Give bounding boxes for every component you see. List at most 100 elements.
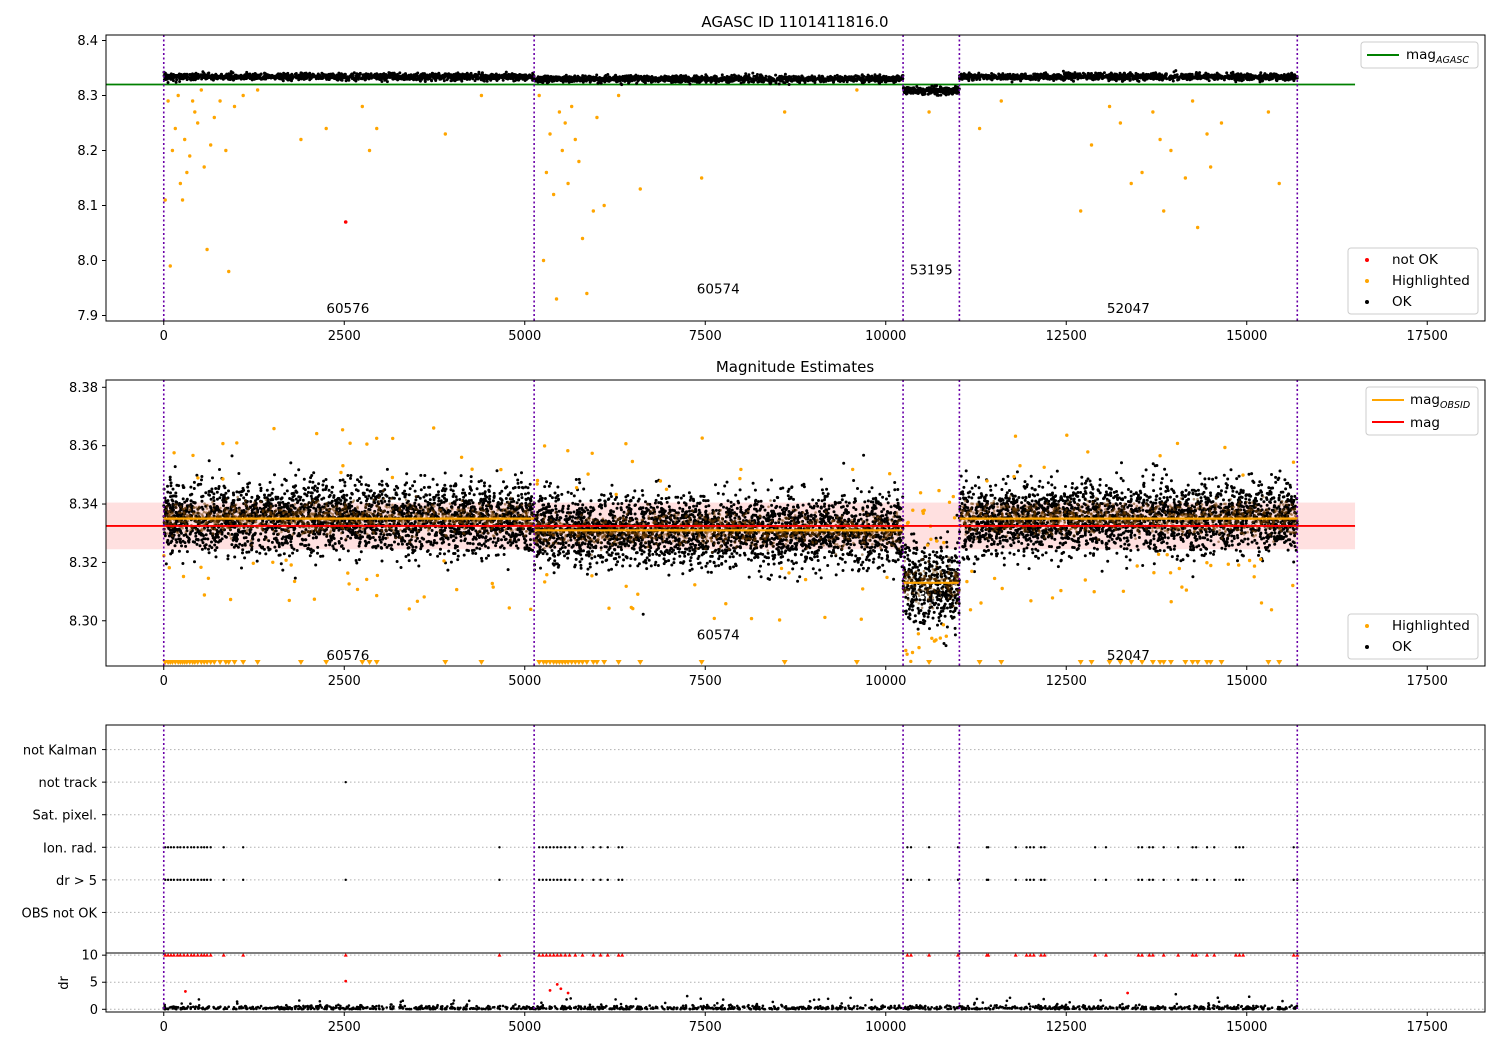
ok-point [442,79,446,83]
x-tick-label: 2500 [328,329,361,344]
ok-point [936,88,940,91]
ok-point [216,74,220,78]
ok-point [1294,76,1297,80]
ok-point [782,77,786,81]
ok-point [774,73,778,77]
ok-point [853,77,856,81]
ok-point [296,75,300,79]
ok-point [563,75,566,79]
ok-point [1258,77,1262,81]
ok-point [859,78,862,82]
ok-point [709,79,713,83]
ok-point [359,550,363,554]
highlighted-points [163,88,1281,301]
ok-point [546,77,550,81]
highlighted-point [193,110,197,114]
not-ok-point [343,220,348,224]
ok-point [271,76,275,80]
ok-point [1032,73,1036,77]
ok-point [582,74,586,78]
legend-ok: OK [1392,294,1413,310]
ok-point [474,552,478,555]
ok-point [181,562,185,565]
ok-point [1284,76,1288,80]
highlighted-point [1190,99,1195,103]
highlighted-point [232,104,237,109]
ok-point [1141,72,1145,76]
ok-point [941,91,945,95]
highlighted-point [299,137,303,142]
ok-point [1076,75,1080,79]
ok-point [1136,72,1140,76]
highlighted-point [595,115,599,120]
highlighted-point [218,99,222,103]
ok-point [1072,74,1076,78]
highlighted-point [195,121,200,125]
ok-point [777,77,781,81]
ok-point [248,72,252,76]
ok-point [575,76,578,80]
ok-point [687,75,690,79]
ok-point [1083,74,1087,78]
highlighted-point [1158,137,1162,142]
ok-point [337,71,341,75]
ok-point [1207,79,1211,83]
ok-point [840,78,844,82]
ok-point [538,77,542,81]
ok-point [634,73,638,77]
ok-point [1098,74,1102,78]
ok-point [725,80,729,84]
ok-point [777,82,781,86]
ok-point [643,76,647,79]
ok-point [622,76,625,80]
ok-point [466,75,470,79]
ok-point [520,76,524,80]
ok-point [1094,75,1098,79]
ok-point [715,79,718,83]
ok-point [463,75,467,79]
ok-point [495,469,499,473]
ok-point [1256,75,1260,79]
ok-point [201,74,205,78]
highlighted-point [573,137,577,142]
ok-point [654,76,658,80]
highlighted-point [188,154,192,158]
highlighted-point [163,198,167,202]
highlighted-point [199,88,204,92]
x-tick-label: 15000 [1226,329,1267,344]
ok-point [651,76,655,80]
ok-point [415,73,419,77]
ok-point [947,92,951,96]
ok-point [880,76,884,79]
highlighted-point [1208,165,1213,169]
ok-points [162,69,1299,97]
highlighted-point [548,132,552,136]
ok-point [868,77,872,81]
ok-point [915,85,919,88]
highlighted-point [1089,143,1094,147]
highlighted-point [591,209,596,213]
ok-point [281,76,285,80]
ok-point [333,76,337,80]
ok-point [353,78,357,82]
ok-point [339,72,343,76]
ok-point [369,73,373,77]
ok-point [1245,78,1249,82]
ok-point [976,73,980,77]
highlighted-point [544,170,549,175]
ok-point [899,76,903,80]
ok-point [1204,71,1208,75]
ok-point [181,74,185,78]
ok-point [502,74,506,77]
ok-point [1058,75,1062,79]
ok-point [1062,78,1066,82]
panel2-title: Magnitude Estimates [716,358,874,376]
ok-point [370,76,373,80]
ok-point [717,80,721,83]
highlighted-point [479,93,484,98]
panel1-legend-bottom: not OK Highlighted OK [1347,247,1479,315]
ok-point [860,74,864,77]
ok-point [945,90,949,94]
ok-point [1131,74,1135,78]
highlighted-point [227,269,231,274]
